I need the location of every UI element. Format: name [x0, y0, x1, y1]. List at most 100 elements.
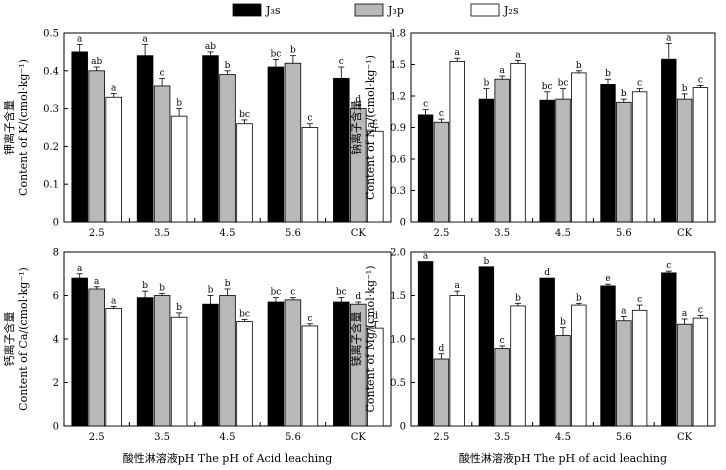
x-tick-label: 4.5: [220, 228, 236, 239]
bar-J3s-CK: [333, 301, 350, 427]
bar-J3p-3.5: [494, 348, 510, 427]
significance-label: b: [605, 69, 611, 79]
bar-J2s-4.5: [236, 123, 253, 223]
panel-potassium: 00.10.20.30.40.52.5 3.5 4.5 5.6 CKa aabbccabc…: [2, 29, 392, 239]
significance-label: c: [160, 68, 165, 78]
significance-label: b: [576, 61, 582, 71]
significance-label: d: [355, 292, 361, 302]
significance-label: bc: [239, 110, 250, 120]
y-tick-label: 0.3: [43, 104, 59, 115]
y-axis-label-cn: 钠离子含量: [349, 100, 363, 155]
significance-label: bc: [336, 288, 347, 298]
significance-label: c: [373, 118, 378, 128]
y-tick-label: 0: [400, 422, 406, 433]
x-axis-label: 酸性淋溶液pH The pH of Acid leaching: [123, 451, 333, 465]
significance-label: a: [77, 264, 83, 274]
x-tick-label: 5.6: [616, 228, 632, 239]
y-axis-label-en: Content of Na/(cmol·kg⁻¹): [364, 55, 377, 200]
bar-J3s-CK: [661, 58, 677, 223]
bar-J3p-5.6: [284, 299, 302, 427]
y-tick-label: 1.5: [390, 291, 406, 302]
bar-J3p-5.6: [616, 101, 632, 223]
bar-J3p-5.6: [284, 62, 302, 223]
significance-label: a: [515, 50, 521, 60]
bar-J3s-3.5: [478, 266, 495, 427]
x-tick-label: 2.5: [89, 228, 105, 239]
bar-J3s-3.5: [136, 297, 154, 427]
x-tick-label: CK: [677, 432, 693, 443]
bar-J3p-2.5: [88, 288, 105, 427]
significance-label: d: [544, 268, 550, 278]
bar-J2s-3.5: [170, 316, 188, 427]
y-tick-label: 2: [53, 378, 59, 389]
bar-J3s-5.6: [600, 84, 616, 223]
significance-label: a: [77, 34, 83, 44]
x-tick-label: 5.6: [285, 432, 301, 443]
significance-label: c: [698, 76, 703, 86]
y-axis-label-en: Content of Ca/(cmol·kg⁻¹): [17, 267, 30, 411]
x-tick-label: 2.5: [433, 228, 449, 239]
significance-label: b: [225, 279, 231, 289]
bar-J2s-2.5: [105, 308, 122, 427]
significance-label: c: [339, 57, 344, 67]
bar-J3s-3.5: [136, 55, 154, 223]
y-axis-label: 镁离子含量Content of Mg/(cmol·kg⁻¹): [349, 266, 377, 413]
y-axis-label: 钙离子含量Content of Ca/(cmol·kg⁻¹): [2, 267, 30, 411]
significance-label: b: [576, 293, 582, 303]
y-tick-label: 1.8: [390, 29, 406, 40]
y-tick-label: 0.4: [43, 66, 59, 77]
y-axis-label-cn: 钙离子含量: [2, 312, 16, 367]
bar-J3s-5.6: [267, 66, 285, 223]
bar-J2s-3.5: [510, 63, 526, 223]
bar-J3p-5.6: [616, 320, 632, 427]
y-axis-label-cn: 钾离子含量: [2, 100, 16, 155]
bar-J2s-2.5: [105, 96, 122, 223]
legend-label: J₃p: [387, 4, 404, 17]
significance-label: d: [439, 344, 445, 354]
bar-J3p-CK: [676, 98, 693, 223]
bar-J2s-2.5: [449, 295, 465, 427]
y-tick-label: 6: [53, 291, 59, 302]
y-tick-label: 0: [53, 218, 59, 229]
significance-label: b: [225, 61, 231, 71]
x-tick-label: 5.6: [616, 432, 632, 443]
bar-J3p-CK: [676, 323, 693, 427]
significance-label: bc: [542, 82, 553, 92]
x-tick-label: 2.5: [89, 432, 105, 443]
bar-J3s-CK: [661, 272, 677, 427]
bar-J3s-4.5: [202, 303, 219, 427]
y-axis-label-en: Content of Mg/(cmol·kg⁻¹): [364, 266, 377, 413]
bar-J3s-2.5: [71, 277, 88, 427]
significance-label: c: [637, 295, 642, 305]
significance-label: a: [621, 306, 627, 316]
bar-J2s-CK: [692, 87, 709, 223]
y-tick-label: 8: [53, 248, 59, 259]
significance-label: b: [560, 318, 566, 328]
bar-J2s-5.6: [631, 309, 648, 427]
significance-label: ab: [91, 57, 102, 67]
legend-label: J₃s: [265, 4, 281, 17]
significance-label: c: [423, 100, 428, 110]
bar-J3s-4.5: [202, 55, 219, 223]
bar-J3p-3.5: [153, 295, 171, 427]
bar-J3s-2.5: [71, 51, 88, 223]
y-tick-label: 2.0: [390, 248, 406, 259]
y-tick-label: 0: [400, 218, 406, 229]
x-tick-label: CK: [677, 228, 693, 239]
significance-label: b: [142, 281, 148, 291]
bar-J2s-3.5: [510, 305, 526, 427]
significance-label: c: [439, 109, 444, 119]
bar-J3p-4.5: [219, 295, 236, 427]
y-tick-label: 1.0: [390, 335, 406, 346]
significance-label: bc: [270, 49, 281, 59]
bar-J2s-5.6: [631, 91, 648, 223]
bar-J3p-4.5: [219, 74, 236, 223]
x-tick-label: 3.5: [494, 228, 510, 239]
bar-J3p-4.5: [555, 98, 571, 223]
y-tick-label: 1.2: [390, 92, 406, 103]
bar-J2s-4.5: [571, 304, 587, 427]
significance-label: c: [500, 336, 505, 346]
significance-label: b: [484, 79, 490, 89]
x-tick-label: 5.6: [285, 228, 301, 239]
